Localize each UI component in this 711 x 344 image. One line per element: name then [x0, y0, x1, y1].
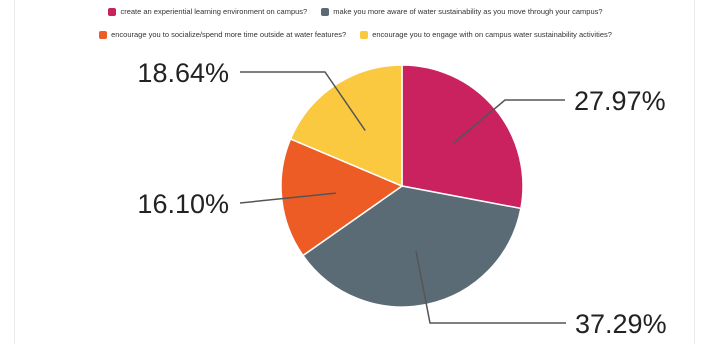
panel-left-border: [14, 0, 15, 344]
legend-item-aware[interactable]: make you more aware of water sustainabil…: [321, 7, 603, 16]
legend-label-experiential: create an experiential learning environm…: [120, 7, 308, 16]
legend-swatch-socialize: [99, 30, 108, 39]
pie-slice-experiential[interactable]: [401, 64, 524, 210]
legend-item-engage[interactable]: encourage you to engage with on campus w…: [360, 30, 612, 39]
leader-line-engage: [240, 71, 366, 131]
leader-line-aware: [415, 250, 566, 324]
legend-item-socialize[interactable]: encourage you to socialize/spend more ti…: [99, 30, 346, 39]
leader-line-experiential: [452, 99, 565, 145]
panel-right-border: [694, 0, 695, 344]
data-label-experiential: 27.97%: [574, 86, 666, 116]
legend-item-experiential[interactable]: create an experiential learning environm…: [108, 7, 307, 16]
legend-row-1: create an experiential learning environm…: [0, 5, 711, 18]
pie-slice-aware[interactable]: [301, 185, 522, 308]
legend-label-aware: make you more aware of water sustainabil…: [333, 7, 603, 16]
leader-line-socialize: [239, 192, 336, 204]
pie-slice-engage[interactable]: [289, 64, 403, 188]
data-label-engage: 18.64%: [137, 58, 229, 88]
legend-swatch-aware: [321, 7, 330, 16]
data-label-socialize: 16.10%: [137, 189, 229, 219]
chart-legend: create an experiential learning environm…: [0, 5, 711, 51]
data-label-aware: 37.29%: [575, 309, 667, 339]
legend-label-engage: encourage you to engage with on campus w…: [372, 30, 612, 39]
legend-swatch-engage: [360, 30, 369, 39]
legend-swatch-experiential: [108, 7, 117, 16]
legend-row-2: encourage you to socialize/spend more ti…: [0, 28, 711, 41]
legend-label-socialize: encourage you to socialize/spend more ti…: [111, 30, 347, 39]
